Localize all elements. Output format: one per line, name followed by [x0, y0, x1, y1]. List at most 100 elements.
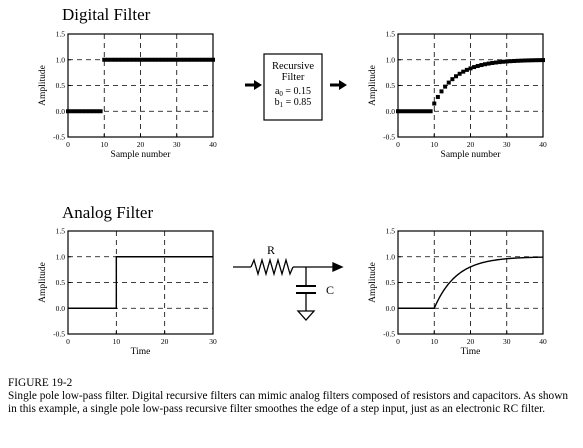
a0-subscript: 0 — [279, 90, 283, 98]
resistor-label: R — [267, 243, 275, 257]
data-point — [483, 62, 487, 67]
data-point — [533, 58, 538, 63]
data-point — [87, 109, 92, 114]
data-point — [196, 57, 201, 62]
data-point — [76, 109, 81, 114]
data-point — [522, 58, 527, 63]
data-point — [512, 58, 516, 63]
data-point — [497, 60, 502, 65]
b1-symbol: b — [275, 97, 280, 108]
data-point — [410, 109, 415, 114]
data-point — [153, 57, 157, 62]
data-point — [541, 58, 545, 63]
data-point — [145, 57, 150, 62]
data-point — [66, 109, 70, 114]
x-tick-label: 30 — [503, 140, 511, 149]
x-tick-label: 10 — [431, 140, 439, 149]
y-tick-label: 1.5 — [386, 227, 396, 236]
filter-box-line1: Recursive — [272, 61, 314, 72]
digital-filter-title: Digital Filter — [62, 5, 151, 24]
y-tick-label: 1.0 — [386, 252, 396, 261]
grid-lines — [68, 34, 213, 137]
filter-coef-a0: a0 = 0.15 — [275, 86, 311, 98]
x-tick-label: 40 — [539, 337, 547, 346]
y-tick-label: 1.5 — [386, 30, 396, 39]
data-point — [127, 57, 132, 62]
data-point — [120, 57, 125, 62]
recursive-filter-box — [263, 53, 323, 121]
data-point — [211, 57, 215, 62]
data-point — [504, 59, 509, 64]
x-tick-label: 10 — [101, 140, 109, 149]
ground-symbol — [296, 310, 316, 321]
y-tick-label: 0.5 — [56, 278, 66, 287]
y-axis-label: Amplitude — [368, 262, 378, 303]
data-point — [149, 57, 154, 62]
y-tick-label: 0.5 — [386, 278, 396, 287]
data-point — [156, 57, 161, 62]
x-axis-label: Time — [131, 347, 151, 357]
y-tick-label: 1.0 — [56, 55, 66, 64]
y-tick-label: 0.0 — [56, 304, 66, 313]
y-tick-label: 0.0 — [386, 304, 396, 313]
chart-digital-input: 0 10 20 30 40 1.5 1.0 0.5 0.0 -0.5 Sample number Am… — [38, 30, 217, 161]
data-point — [102, 57, 107, 62]
b1-value: = 0.85 — [283, 97, 311, 108]
data-point — [472, 65, 477, 70]
data-point — [414, 109, 419, 114]
y-tick-label: 0.5 — [386, 81, 396, 90]
grid-lines — [68, 231, 213, 334]
data-point — [464, 67, 469, 72]
data-point — [134, 57, 139, 62]
x-tick-label: 0 — [66, 140, 70, 149]
data-point — [435, 94, 440, 99]
filter-box-line2: Filter — [282, 72, 305, 83]
data-point — [493, 60, 498, 65]
x-tick-label: 40 — [539, 140, 547, 149]
y-tick-label: -0.5 — [53, 330, 65, 339]
figure-caption: FIGURE 19-2 Single pole low-pass filter.… — [8, 377, 578, 416]
chart-analog-input: 0 10 20 30 1.5 1.0 0.5 0.0 -0.5 Time Amplitude — [38, 227, 217, 358]
rc-response-line — [398, 256, 544, 309]
data-point — [185, 57, 190, 62]
data-point — [84, 109, 89, 114]
data-point — [200, 57, 205, 62]
step-signal-line — [68, 256, 213, 309]
data-point — [461, 69, 466, 74]
x-tick-label: 0 — [396, 337, 400, 346]
x-tick-label: 30 — [209, 337, 217, 346]
y-tick-label: 1.5 — [56, 30, 66, 39]
data-point — [189, 57, 194, 62]
data-point — [515, 58, 520, 63]
data-point — [138, 57, 143, 62]
data-point — [501, 59, 506, 64]
y-axis-label: Amplitude — [368, 65, 378, 106]
x-tick-label: 40 — [209, 140, 217, 149]
data-point — [479, 63, 484, 68]
data-point — [439, 89, 444, 94]
data-point — [174, 57, 179, 62]
data-point — [142, 57, 147, 62]
a0-symbol: a — [275, 86, 280, 97]
x-tick-label: 30 — [503, 337, 511, 346]
x-tick-label: 10 — [113, 337, 121, 346]
y-axis-label: Amplitude — [38, 65, 48, 106]
grid-lines — [398, 231, 543, 334]
data-point — [403, 109, 408, 114]
filter-coef-b1: b1 = 0.85 — [275, 97, 312, 109]
y-tick-label: -0.5 — [383, 330, 395, 339]
data-point — [519, 58, 524, 63]
data-point — [396, 109, 400, 114]
data-point — [178, 57, 183, 62]
data-point — [428, 109, 433, 114]
y-tick-label: 0.0 — [56, 107, 66, 116]
data-point — [163, 57, 168, 62]
y-axis-label: Amplitude — [38, 262, 48, 303]
data-point — [192, 57, 197, 62]
data-point — [116, 57, 121, 62]
x-tick-label: 20 — [467, 140, 475, 149]
data-point — [182, 57, 186, 62]
data-point — [486, 61, 491, 66]
data-point — [203, 57, 208, 62]
data-point — [131, 57, 136, 62]
